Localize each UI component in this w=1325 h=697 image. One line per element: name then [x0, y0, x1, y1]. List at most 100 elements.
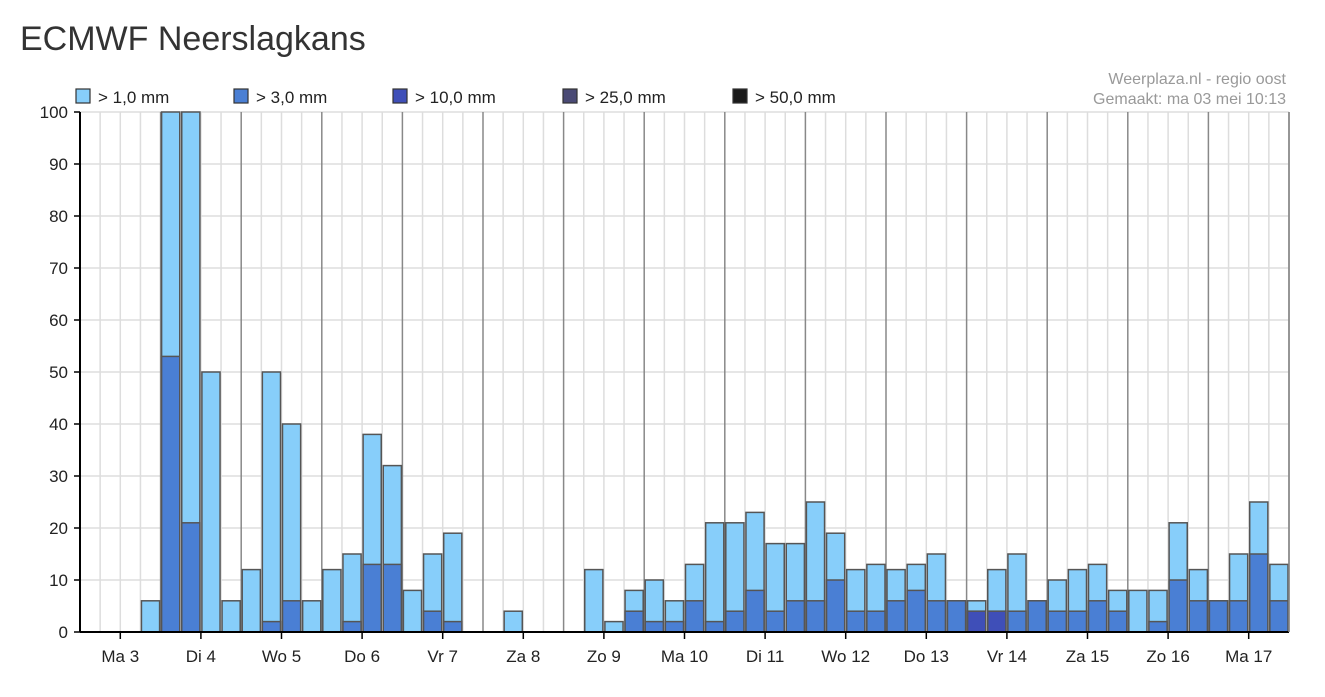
legend-label: > 3,0 mm [256, 88, 327, 107]
bar-series-1 [402, 589, 423, 633]
bar-series-1 [1128, 589, 1148, 633]
x-tick-label: Wo 5 [262, 647, 301, 666]
bar-series-2 [745, 589, 765, 633]
x-tick-label: Ma 3 [101, 647, 139, 666]
bar-series-2 [946, 600, 967, 633]
bar-series-2 [1067, 610, 1088, 633]
bar-series-2 [906, 589, 927, 633]
chart-legend: > 1,0 mm > 3,0 mm > 10,0 mm > 25,0 mm > 50,0… [75, 88, 836, 107]
bar-series-1 [140, 600, 161, 633]
bar-series-1 [221, 600, 241, 633]
bar-series-2 [1007, 610, 1027, 633]
bar-series-2 [886, 600, 906, 633]
bar-series-2 [664, 620, 685, 633]
y-tick-label: 60 [49, 311, 68, 330]
y-tick-label: 40 [49, 415, 68, 434]
x-tick-label: Di 4 [186, 647, 216, 666]
bar-series-2 [785, 600, 806, 633]
x-tick-label: Di 11 [746, 647, 784, 666]
x-tick-label: Vr 14 [987, 647, 1027, 666]
x-tick-label: Zo 9 [587, 647, 621, 666]
x-tick-label: Za 8 [506, 647, 540, 666]
legend-swatch [392, 88, 408, 104]
bar-series-2 [1148, 620, 1168, 633]
bar-series-2 [261, 620, 282, 633]
bar-series-2 [1228, 600, 1249, 633]
bar-series-2 [644, 620, 665, 633]
y-tick-label: 100 [40, 103, 68, 122]
x-tick-label: Ma 10 [661, 647, 708, 666]
y-tick-label: 50 [49, 363, 68, 382]
bar-series-2 [1188, 600, 1209, 633]
x-tick-label: Vr 7 [427, 647, 458, 666]
bar-series-2 [805, 600, 826, 633]
legend-label: > 10,0 mm [415, 88, 496, 107]
legend-label: > 25,0 mm [585, 88, 666, 107]
y-tick-label: 10 [49, 571, 68, 590]
bar-series-1 [322, 568, 342, 633]
chart-credit-made: Gemaakt: ma 03 mei 10:13 [1093, 91, 1286, 108]
bar-series-2 [704, 620, 725, 633]
bar-series-3 [987, 610, 1007, 633]
bar-series-2 [765, 610, 785, 633]
bar-series-3 [966, 610, 987, 633]
legend-swatch [75, 88, 91, 104]
bar-series-2 [442, 620, 463, 633]
bar-series-2 [926, 600, 947, 633]
x-tick-label: Do 13 [904, 647, 949, 666]
bar-series-2 [181, 522, 201, 633]
legend-swatch [233, 88, 249, 104]
bar-series-2 [422, 610, 443, 633]
legend-swatch [732, 88, 748, 104]
bar-series-2 [1087, 600, 1108, 633]
bar-series-1 [503, 610, 524, 633]
bar-series-2 [725, 610, 745, 633]
y-tick-label: 30 [49, 467, 68, 486]
chart-grid [79, 111, 1290, 633]
bar-series-2 [281, 600, 302, 633]
bar-series-1 [301, 600, 322, 633]
bar-series-2 [1208, 600, 1229, 633]
legend-label: > 50,0 mm [755, 88, 836, 107]
legend-label: > 1,0 mm [98, 88, 169, 107]
bar-series-1 [201, 371, 221, 633]
bar-series-2 [1047, 610, 1068, 633]
page-title: ECMWF Neerslagkans [20, 20, 366, 58]
bar-series-1 [604, 620, 624, 633]
bar-series-2 [1248, 553, 1269, 633]
bar-series-2 [342, 620, 362, 633]
chart-axes: 0 10 20 30 40 50 60 70 80 90 100 Ma 3 Di 4 Wo 5 Do 6 Vr… [40, 103, 1290, 666]
x-tick-label: Za 15 [1066, 647, 1109, 666]
bar-series-2 [624, 610, 644, 633]
bar-series-1 [261, 371, 282, 633]
bar-series-1 [342, 553, 362, 633]
y-tick-label: 70 [49, 259, 68, 278]
bar-series-2 [1168, 579, 1188, 633]
bar-series-2 [684, 600, 705, 633]
bar-series-1 [442, 532, 463, 633]
bar-series-2 [160, 355, 181, 633]
bar-series-2 [866, 610, 886, 633]
y-tick-label: 20 [49, 519, 68, 538]
x-tick-label: Wo 12 [821, 647, 870, 666]
x-tick-label: Do 6 [344, 647, 380, 666]
y-tick-label: 80 [49, 207, 68, 226]
bar-series-1 [241, 568, 262, 633]
chart-credit-source: Weerplaza.nl - regio oost [1108, 71, 1286, 88]
bar-series-2 [825, 579, 846, 633]
y-tick-label: 0 [59, 623, 68, 642]
bar-series-2 [1107, 610, 1128, 633]
bar-series-2 [382, 563, 403, 633]
bar-series-2 [1269, 600, 1289, 633]
bar-series-1 [704, 522, 725, 633]
legend-swatch [562, 88, 578, 104]
bar-series-1 [584, 568, 604, 633]
bar-series-2 [362, 563, 383, 633]
bar-series-2 [1027, 600, 1047, 633]
chart-bars [140, 111, 1289, 633]
bar-series-2 [845, 610, 866, 633]
y-tick-label: 90 [49, 155, 68, 174]
x-tick-label: Ma 17 [1225, 647, 1272, 666]
x-tick-label: Zo 16 [1146, 647, 1189, 666]
